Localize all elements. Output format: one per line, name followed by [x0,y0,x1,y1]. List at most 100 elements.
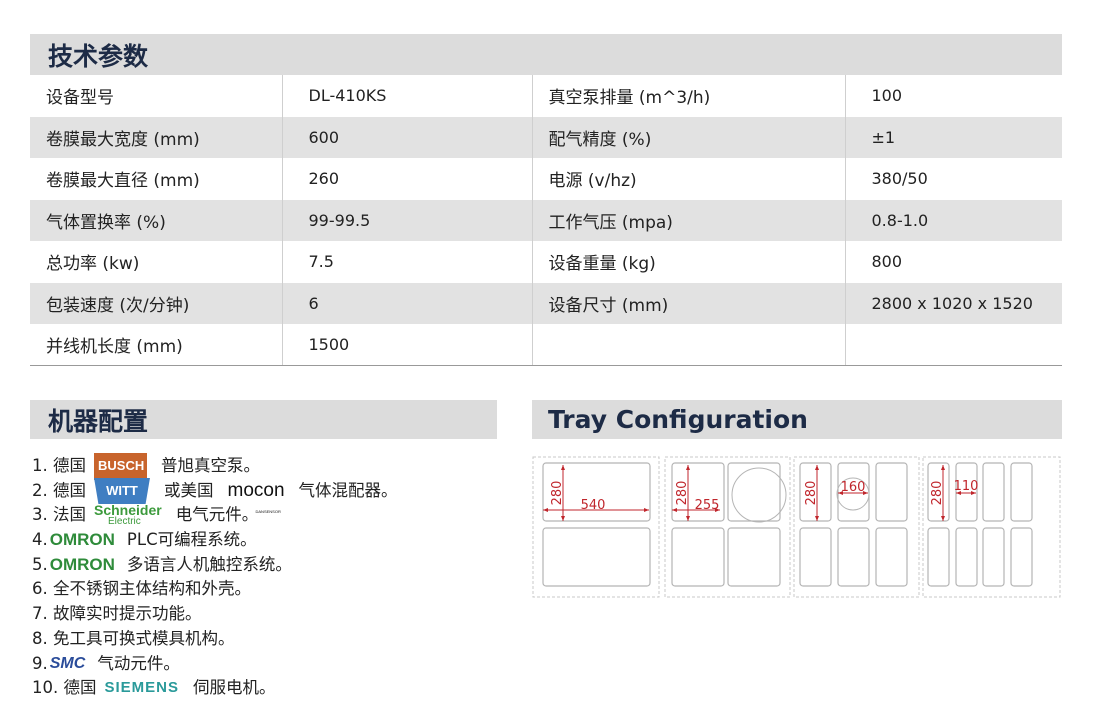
spec-label: 包装速度 (次/分钟) [30,282,283,324]
spec-label: 配气精度 (%) [532,116,846,158]
spec-value: 100 [871,86,903,106]
item-text: PLC可编程系统。 [126,530,257,550]
round-cavity [836,477,870,511]
spec-value: 1500 [282,324,533,366]
brand-logo: SIEMENS [104,679,180,697]
spec-title: 技术参数 [48,41,149,71]
config-item: 6. 全不锈钢主体结构和外壳。 [32,577,398,602]
tray-cavity [1010,527,1033,587]
spec-label: 真空泵排量 (m^3/h) [532,75,846,117]
item-text: 1. 德国 [32,456,86,475]
spec-value: 99-99.5 [282,199,533,241]
tray-panel [922,456,1061,598]
spec-label: 气体置换率 (%) [30,199,283,241]
tray-panel [793,456,920,598]
tray-cavity [927,527,950,587]
spec-value: 380/50 [871,169,928,189]
spec-label: 设备尺寸 (mm) [532,282,846,324]
config-header: 机器配置 [30,400,497,439]
spec-row: 卷膜最大直径 (mm) 260 电源 (v/hz) 380/50 [30,158,1062,200]
item-text: 或美国 [164,480,214,500]
spec-value: 2800 x 1020 x 1520 [845,282,1062,324]
tray-diagram: 280 540 280 255 280 160 280 110 [532,456,1061,598]
brand-logo: Schneider Electric [94,503,162,528]
spec-value: 600 [282,116,533,158]
spec-label: 总功率 (kw) [30,241,283,283]
tray-cavity [955,462,978,522]
item-text: 普旭真空泵。 [161,456,260,475]
spec-value: 260 [282,158,533,200]
spec-row: 并线机长度 (mm) 1500 [30,324,1062,366]
spec-row: 包装速度 (次/分钟) 6 设备尺寸 (mm) 2800 x 1020 x 1520 [30,282,1062,324]
config-item: 5. OMRON 多语言人机触控系统。 [32,553,398,578]
brand-logo: SMC [49,654,86,672]
spec-label: 工作气压 (mpa) [532,199,846,241]
config-item: 3. 法国 Schneider Electric 电气元件。 [32,503,398,528]
brand-logo: mocon DANSENSOR [228,479,285,514]
item-text: 9. [32,653,48,673]
tray-cavity [799,462,832,522]
spec-label: 电源 (v/hz) [532,158,846,200]
item-text: 4. [32,530,48,550]
config-item: 8. 免工具可换式模具机构。 [32,627,398,652]
config-item: 1. 德国 BUSCH 普旭真空泵。 [32,453,398,480]
spec-value: 7.5 [282,241,533,283]
dimension-label: 280 [804,481,819,506]
tray-title: Tray Configuration [548,405,808,434]
tray-cavity [727,527,781,587]
item-text: 气动元件。 [97,653,180,673]
item-text: 8. 免工具可换式模具机构。 [32,628,235,648]
spec-row: 总功率 (kw) 7.5 设备重量 (kg) 800 [30,241,1062,283]
spec-header: 技术参数 [30,34,1062,75]
config-item: 4. OMRON PLC可编程系统。 [32,528,398,553]
config-list: 1. 德国 BUSCH 普旭真空泵。 2. 德国 WITT 或美国 mocon DANSENS… [32,453,398,701]
spec-label: 设备型号 [30,75,283,117]
item-text: 多语言人机触控系统。 [126,554,292,574]
tray-cavity [875,527,908,587]
config-item: 7. 故障实时提示功能。 [32,602,398,627]
spec-row: 设备型号 DL-410KS 真空泵排量 (m^3/h) 100 [30,75,1062,117]
spec-value: 6 [282,282,533,324]
dimension-label: 280 [675,481,690,506]
tray-cavity [955,527,978,587]
spec-table: 设备型号 DL-410KS 真空泵排量 (m^3/h) 100 卷膜最大宽度 (mm) 6… [30,75,1062,366]
tray-cavity [671,527,725,587]
spec-row: 卷膜最大宽度 (mm) 600 配气精度 (%) ±1 [30,116,1062,158]
tray-header: Tray Configuration [532,400,1062,439]
spec-label [532,324,846,366]
spec-label: 并线机长度 (mm) [30,324,283,366]
tray-cavity [875,462,908,522]
dimension-label: 540 [581,498,606,513]
config-item: 2. 德国 WITT 或美国 mocon DANSENSOR 气体混配器。 [32,477,398,514]
brand-logo: WITT [94,477,150,505]
tray-cavity [837,527,870,587]
spec-value: DL-410KS [282,75,533,117]
tray-cavity [727,462,781,522]
brand-logo: OMRON [49,530,115,550]
item-text: 伺服电机。 [193,678,276,698]
item-text: 3. 法国 [32,505,86,525]
spec-value: ±1 [845,116,1062,158]
config-item: 9. SMC 气动元件。 [32,652,398,677]
dimension-label: 280 [930,481,945,506]
item-text: 5. [32,554,48,574]
item-text: 7. 故障实时提示功能。 [32,604,202,624]
tray-cavity [1010,462,1033,522]
config-title: 机器配置 [48,406,149,436]
tray-cavity [542,462,651,522]
spec-value: 0.8-1.0 [845,199,1062,241]
tray-cavity [542,527,651,587]
dimension-arrow [956,491,976,495]
spec-label: 卷膜最大宽度 (mm) [30,116,283,158]
spec-label: 卷膜最大直径 (mm) [30,158,283,200]
brand-logo-sub: Electric [108,515,141,527]
dimension-arrow [672,508,720,512]
brand-logo: BUSCH [94,453,147,480]
tray-cavity [982,462,1005,522]
brand-logo-sub: DANSENSOR [255,508,281,514]
tray-cavity [799,527,832,587]
brand-logo: OMRON [49,554,115,574]
item-text: 2. 德国 [32,480,86,500]
config-item: 10. 德国 SIEMENS 伺服电机。 [32,676,398,701]
spec-value [845,324,1062,366]
